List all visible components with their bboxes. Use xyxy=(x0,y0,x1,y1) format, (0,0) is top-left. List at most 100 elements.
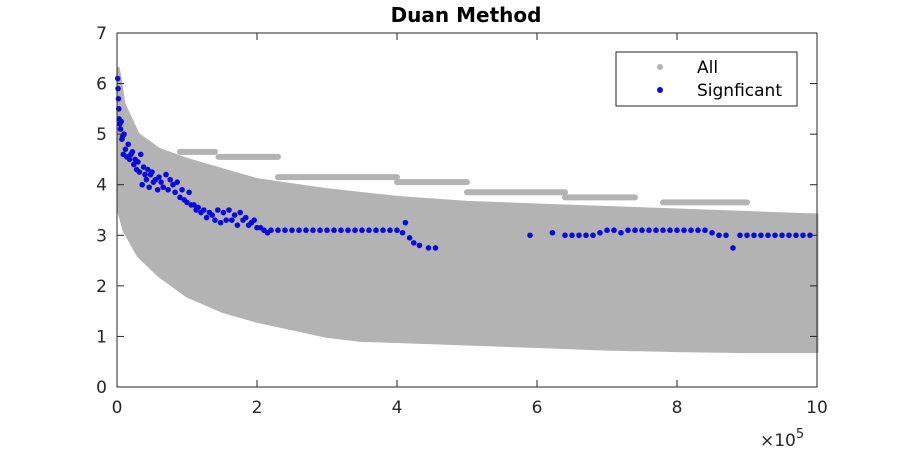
chart-title: Duan Method xyxy=(391,3,542,27)
significant-point xyxy=(115,95,122,102)
significant-point xyxy=(296,227,302,234)
significant-point xyxy=(737,232,743,239)
significant-point xyxy=(268,227,274,234)
significant-point xyxy=(632,227,638,234)
significant-point xyxy=(186,189,192,196)
y-tick-label: 7 xyxy=(96,24,107,44)
significant-point xyxy=(117,126,124,132)
significant-point xyxy=(163,171,169,178)
significant-point xyxy=(793,232,799,239)
significant-point xyxy=(303,227,309,234)
significant-point xyxy=(172,189,178,196)
x-axis-multiplier-base: ×10 xyxy=(760,431,796,450)
significant-point xyxy=(394,227,400,234)
significant-point xyxy=(765,232,771,239)
significant-point xyxy=(115,85,121,92)
axes-box xyxy=(116,32,818,388)
significant-point xyxy=(549,229,556,236)
significant-point xyxy=(800,232,806,239)
significant-point xyxy=(223,217,229,223)
x-axis-multiplier: ×105 xyxy=(760,427,804,450)
significant-point xyxy=(744,232,750,239)
significant-point xyxy=(191,202,197,208)
significant-point xyxy=(289,227,295,234)
significant-point xyxy=(203,214,210,221)
significant-point xyxy=(625,227,631,234)
y-tick-label: 3 xyxy=(96,226,107,246)
significant-point xyxy=(723,232,729,239)
significant-point xyxy=(674,227,680,234)
significant-point xyxy=(251,217,257,223)
significant-point xyxy=(160,184,166,191)
significant-point xyxy=(138,151,144,158)
significant-point xyxy=(387,227,393,234)
significant-point xyxy=(324,227,330,234)
y-tick-label: 5 xyxy=(96,125,107,145)
legend-marker-significant xyxy=(657,87,663,93)
significant-point xyxy=(527,232,533,239)
significant-point xyxy=(702,227,708,234)
significant-point xyxy=(310,227,316,234)
significant-point xyxy=(786,232,792,239)
y-tick-label: 2 xyxy=(96,277,107,297)
legend-marker-all xyxy=(657,64,663,70)
significant-point xyxy=(165,186,171,193)
significant-point xyxy=(716,232,722,239)
plot-area xyxy=(114,66,819,354)
significant-point xyxy=(226,207,232,213)
significant-point xyxy=(243,214,249,221)
significant-point xyxy=(146,184,152,191)
x-tick-label: 10 xyxy=(806,398,828,418)
x-tick-label: 4 xyxy=(392,398,403,418)
y-tick-label: 4 xyxy=(96,176,107,196)
significant-point xyxy=(136,169,143,175)
significant-point xyxy=(149,169,155,175)
significant-point xyxy=(167,176,173,183)
significant-point xyxy=(576,232,582,239)
significant-point xyxy=(758,232,764,239)
significant-point xyxy=(125,141,131,148)
significant-point xyxy=(730,245,736,251)
significant-point xyxy=(709,229,715,236)
significant-point xyxy=(145,166,151,173)
significant-point xyxy=(215,207,221,213)
significant-point xyxy=(275,227,281,234)
significant-point xyxy=(416,242,423,249)
significant-point xyxy=(317,227,323,234)
significant-point xyxy=(220,209,227,216)
significant-point xyxy=(618,229,624,236)
significant-point xyxy=(646,227,652,234)
significant-point xyxy=(380,227,386,234)
x-tick-label: 6 xyxy=(532,398,543,418)
y-tick-label: 6 xyxy=(96,75,107,95)
significant-point xyxy=(779,232,785,239)
significant-point xyxy=(425,245,432,251)
significant-point xyxy=(154,186,161,193)
significant-point xyxy=(583,232,589,239)
x-tick-label: 8 xyxy=(672,398,683,418)
significant-point xyxy=(142,171,148,178)
significant-point xyxy=(611,227,617,234)
series-all-band xyxy=(116,66,819,354)
significant-point xyxy=(432,245,439,251)
significant-point xyxy=(688,227,694,234)
axis-ticks: 0 2 4 6 8 10 0 1 2 3 4 5 6 7 xyxy=(96,24,828,418)
significant-point xyxy=(338,227,344,234)
significant-point xyxy=(695,227,701,234)
x-tick-label: 0 xyxy=(112,398,123,418)
significant-point xyxy=(772,232,778,239)
significant-point xyxy=(143,176,150,183)
x-axis-multiplier-exponent: 5 xyxy=(796,427,804,442)
significant-point xyxy=(195,204,201,211)
significant-point xyxy=(140,164,147,170)
significant-point xyxy=(331,227,337,234)
significant-point xyxy=(129,149,136,155)
significant-point xyxy=(359,227,365,234)
significant-point xyxy=(653,227,659,234)
legend-label-all: All xyxy=(697,58,718,78)
significant-point xyxy=(667,227,673,234)
significant-point xyxy=(751,232,757,239)
legend-label-significant: Signficant xyxy=(697,81,782,101)
significant-point xyxy=(639,227,645,234)
legend-box xyxy=(615,51,798,107)
